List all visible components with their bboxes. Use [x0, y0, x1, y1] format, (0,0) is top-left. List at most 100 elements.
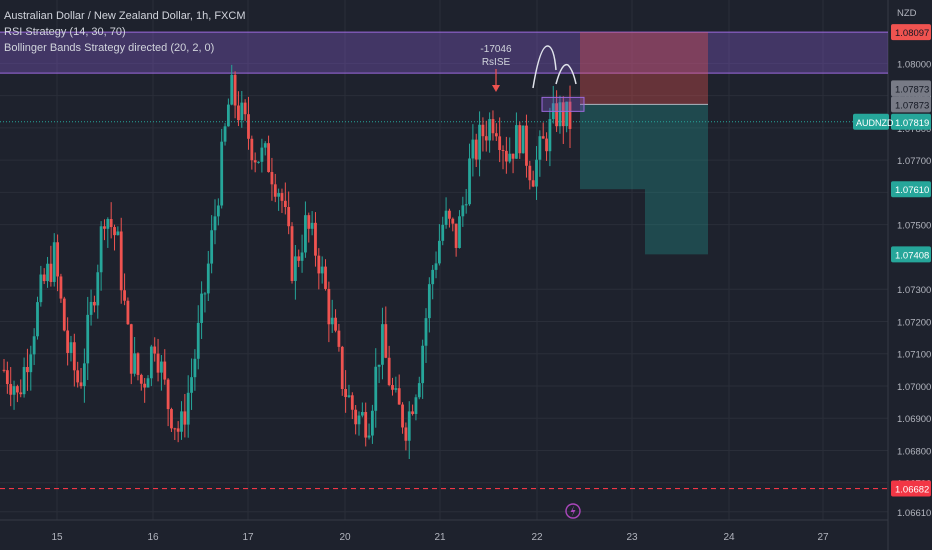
candle[interactable] — [277, 193, 281, 197]
candle[interactable] — [330, 317, 334, 325]
candle[interactable] — [417, 383, 421, 398]
candle[interactable] — [461, 205, 465, 217]
candle[interactable] — [471, 139, 475, 159]
lightning-icon[interactable] — [565, 503, 581, 519]
candle[interactable] — [454, 223, 458, 248]
candle[interactable] — [350, 395, 354, 410]
candle[interactable] — [541, 136, 545, 139]
candle[interactable] — [129, 324, 133, 374]
candle[interactable] — [82, 363, 86, 387]
bollinger-strategy-label[interactable]: Bollinger Bands Strategy directed (20, 2… — [4, 42, 215, 54]
candle[interactable] — [72, 342, 76, 371]
candle[interactable] — [491, 119, 495, 134]
candle[interactable] — [381, 324, 384, 365]
candle[interactable] — [518, 125, 522, 154]
candle[interactable] — [250, 138, 254, 161]
candle[interactable] — [213, 216, 217, 231]
candle[interactable] — [230, 74, 234, 105]
candle[interactable] — [19, 392, 23, 395]
candle[interactable] — [293, 256, 297, 281]
candle[interactable] — [280, 193, 284, 201]
candle[interactable] — [89, 301, 93, 315]
candle[interactable] — [558, 102, 562, 127]
candle[interactable] — [233, 74, 237, 106]
candle[interactable] — [441, 224, 445, 241]
candle[interactable] — [86, 314, 90, 364]
price-tag-target[interactable] — [891, 246, 931, 263]
candle[interactable] — [481, 124, 485, 137]
candle[interactable] — [484, 136, 488, 141]
candle[interactable] — [5, 370, 9, 385]
candle[interactable] — [568, 101, 572, 129]
candle[interactable] — [511, 153, 515, 159]
price-tag-zone_top[interactable] — [891, 24, 931, 41]
candle[interactable] — [307, 215, 311, 229]
candle[interactable] — [360, 411, 364, 416]
candle[interactable] — [364, 411, 368, 438]
candle[interactable] — [257, 161, 260, 163]
candle[interactable] — [149, 346, 153, 379]
candle[interactable] — [374, 366, 378, 411]
candle[interactable] — [126, 300, 130, 325]
candle[interactable] — [186, 392, 190, 425]
candle[interactable] — [394, 388, 398, 390]
candle[interactable] — [226, 104, 230, 127]
candle[interactable] — [431, 269, 435, 285]
resistance-zone[interactable] — [0, 32, 888, 74]
take-profit-box-2[interactable] — [645, 104, 708, 255]
candle[interactable] — [334, 317, 337, 331]
candle[interactable] — [377, 364, 381, 367]
candle[interactable] — [508, 153, 512, 162]
candle[interactable] — [96, 272, 100, 306]
candle[interactable] — [478, 124, 481, 160]
candle[interactable] — [103, 226, 106, 229]
candle[interactable] — [404, 427, 408, 441]
candle[interactable] — [93, 301, 96, 306]
candle[interactable] — [344, 389, 348, 398]
candle[interactable] — [49, 263, 53, 282]
candle[interactable] — [210, 230, 214, 264]
candle[interactable] — [220, 141, 224, 206]
price-tag-target[interactable] — [891, 181, 931, 198]
candle[interactable] — [190, 377, 193, 393]
candle[interactable] — [283, 200, 287, 208]
candle[interactable] — [123, 290, 126, 301]
candle[interactable] — [29, 354, 33, 373]
candle[interactable] — [464, 204, 468, 206]
candle[interactable] — [216, 205, 220, 217]
candle[interactable] — [263, 143, 267, 148]
candle[interactable] — [237, 105, 240, 121]
candle[interactable] — [525, 125, 528, 166]
candle[interactable] — [109, 219, 113, 228]
candle[interactable] — [401, 404, 404, 428]
candle[interactable] — [528, 165, 532, 181]
candle[interactable] — [354, 409, 358, 425]
candle[interactable] — [139, 374, 143, 384]
candle[interactable] — [327, 288, 331, 325]
candle[interactable] — [173, 428, 177, 430]
candle[interactable] — [535, 159, 538, 187]
candle[interactable] — [498, 136, 502, 151]
candle[interactable] — [337, 330, 341, 347]
candle[interactable] — [156, 353, 160, 373]
candle[interactable] — [146, 378, 150, 388]
candle[interactable] — [521, 125, 525, 154]
candle[interactable] — [52, 242, 56, 282]
candle[interactable] — [458, 216, 461, 248]
candle[interactable] — [196, 322, 200, 359]
candle[interactable] — [32, 336, 36, 355]
price-tag-entry[interactable] — [891, 96, 931, 113]
candle[interactable] — [223, 126, 227, 142]
candle[interactable] — [290, 226, 294, 281]
candle[interactable] — [494, 133, 498, 137]
candle[interactable] — [15, 386, 19, 393]
take-profit-box-1[interactable] — [580, 104, 645, 190]
price-tag-level[interactable] — [891, 80, 931, 97]
candle[interactable] — [424, 318, 428, 346]
candle[interactable] — [555, 103, 559, 127]
candle[interactable] — [203, 293, 207, 295]
candle[interactable] — [427, 284, 431, 319]
candle[interactable] — [314, 222, 317, 256]
candle[interactable] — [22, 366, 26, 395]
